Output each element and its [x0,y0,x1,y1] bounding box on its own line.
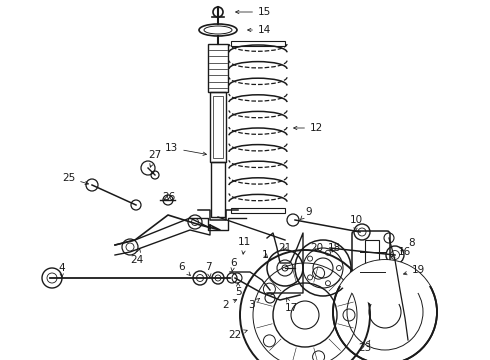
Text: 21: 21 [278,243,291,253]
Text: 9: 9 [300,207,312,220]
Bar [210,92,226,162]
Bar [231,41,285,46]
Text: 4: 4 [58,263,65,277]
Text: 12: 12 [294,123,323,133]
Text: 10: 10 [350,215,363,231]
Bar [365,240,379,280]
Text: 8: 8 [401,238,415,251]
Text: 18: 18 [328,243,341,253]
Text: 6: 6 [230,258,237,271]
Text: 27: 27 [148,150,161,167]
Text: 19: 19 [403,265,425,275]
Text: 13: 13 [165,143,206,156]
Text: 17: 17 [285,298,298,313]
Text: 22: 22 [228,330,247,340]
Bar [211,162,225,217]
Text: 23: 23 [358,340,371,353]
Text: 2: 2 [222,300,237,310]
Text: 14: 14 [247,25,271,35]
Text: 6: 6 [178,262,190,275]
Wedge shape [340,260,430,312]
Bar [231,208,285,213]
Bar [208,44,228,92]
Text: 1: 1 [262,250,269,260]
Bar [213,96,223,158]
Text: 15: 15 [236,7,271,17]
Text: 26: 26 [162,192,175,202]
Text: 5: 5 [235,283,242,297]
Text: 25: 25 [62,173,89,185]
Text: 7: 7 [205,262,212,278]
Text: 20: 20 [310,243,323,253]
Text: 11: 11 [238,237,251,254]
Text: 16: 16 [392,247,411,257]
Text: 24: 24 [130,249,143,265]
Text: 3: 3 [248,298,260,310]
